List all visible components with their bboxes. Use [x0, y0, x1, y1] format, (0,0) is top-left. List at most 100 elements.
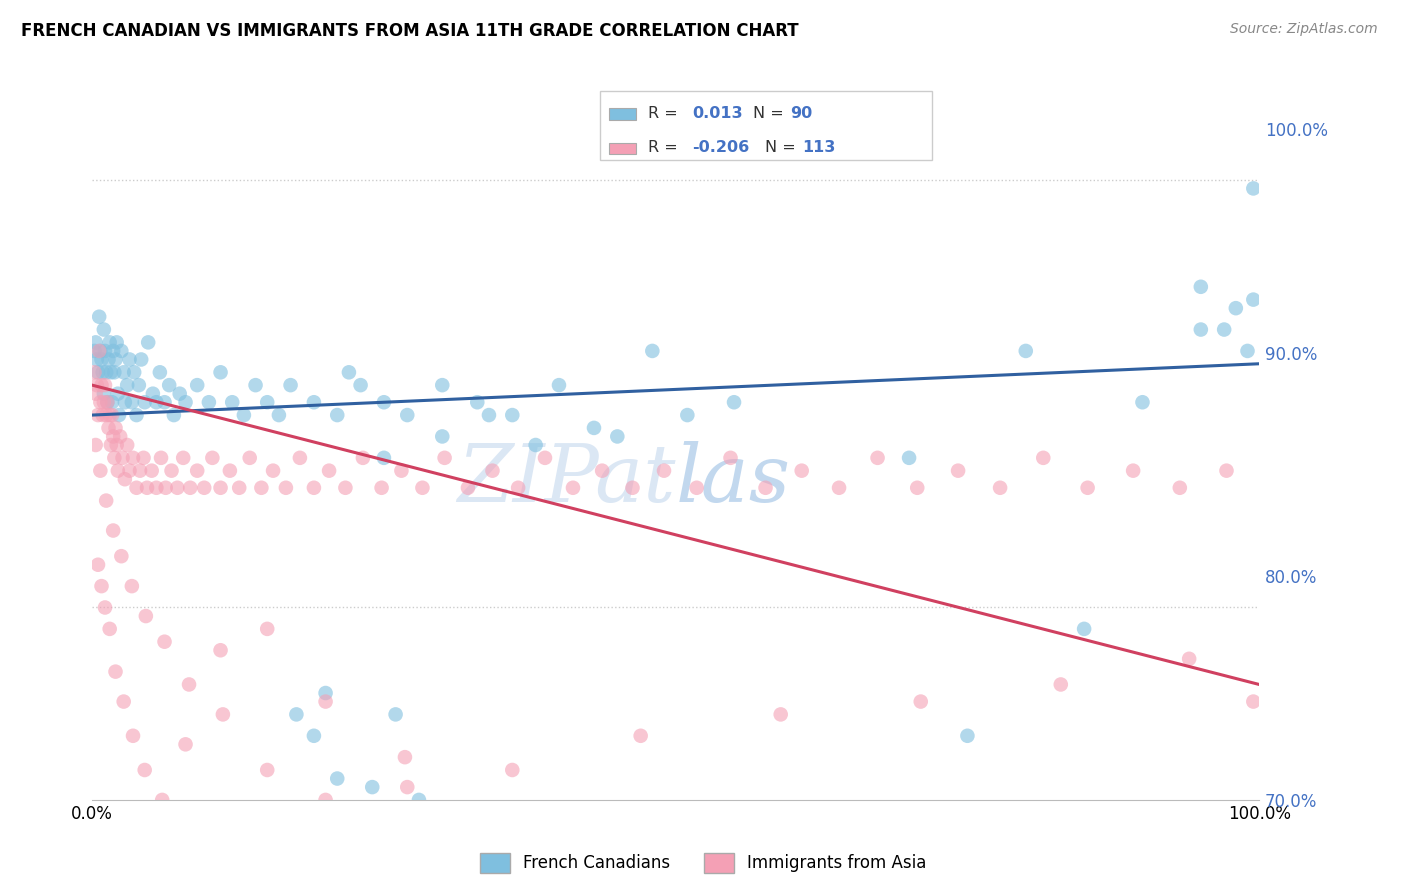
Point: [432, 429, 454, 443]
Point: [988, 481, 1011, 495]
Point: [93, 322, 115, 336]
Point: [361, 780, 384, 794]
Point: [97, 421, 120, 435]
Point: [104, 421, 127, 435]
Point: [373, 450, 395, 465]
Point: [221, 395, 243, 409]
Point: [145, 395, 167, 409]
Point: [723, 395, 745, 409]
Point: [621, 481, 644, 495]
Point: [87, 558, 110, 572]
Point: [465, 395, 488, 409]
Point: [114, 472, 136, 486]
Point: [157, 378, 180, 392]
Point: [232, 408, 254, 422]
Point: [1225, 301, 1247, 315]
Point: [641, 343, 664, 358]
Point: [103, 429, 125, 443]
Point: [866, 450, 889, 465]
Point: [96, 408, 118, 422]
Point: [828, 481, 851, 495]
Point: [142, 386, 165, 401]
Point: [107, 464, 129, 478]
Point: [1236, 343, 1258, 358]
Point: [132, 450, 155, 465]
Point: [1168, 481, 1191, 495]
Point: [89, 464, 111, 478]
Point: [98, 335, 121, 350]
Point: [481, 464, 503, 478]
Point: [239, 450, 262, 465]
Point: [84, 335, 107, 350]
Point: [94, 343, 117, 358]
Point: [84, 438, 107, 452]
Point: [98, 622, 121, 636]
Point: [105, 335, 128, 350]
Point: [905, 481, 928, 495]
Point: [946, 464, 969, 478]
Point: [96, 395, 118, 409]
Point: [98, 408, 121, 422]
Point: [104, 665, 127, 679]
Point: [534, 450, 557, 465]
Point: [274, 481, 297, 495]
Point: [125, 481, 148, 495]
Point: [720, 450, 742, 465]
Point: [155, 481, 177, 495]
Point: [160, 464, 183, 478]
Point: [110, 549, 132, 564]
Point: [149, 365, 172, 379]
Point: [288, 450, 311, 465]
Point: [136, 335, 159, 350]
Point: [1189, 322, 1212, 336]
Point: [89, 343, 111, 358]
Point: [1122, 464, 1144, 478]
Point: [101, 408, 124, 422]
Point: [122, 729, 145, 743]
Point: [956, 729, 979, 743]
Point: [121, 579, 143, 593]
Point: [326, 408, 349, 422]
Point: [111, 450, 134, 465]
Point: [501, 763, 523, 777]
Point: [256, 622, 278, 636]
Point: [562, 481, 585, 495]
Point: [177, 677, 200, 691]
Point: [582, 421, 605, 435]
Point: [94, 378, 117, 392]
Point: [163, 408, 186, 422]
Point: [97, 352, 120, 367]
Point: [408, 793, 430, 807]
Point: [122, 450, 145, 465]
Point: [103, 524, 125, 538]
Text: 0.013: 0.013: [693, 106, 744, 120]
Point: [478, 408, 501, 422]
Point: [384, 707, 406, 722]
Point: [501, 408, 523, 422]
Point: [267, 408, 290, 422]
Point: [135, 609, 157, 624]
Point: [103, 365, 125, 379]
Point: [1189, 280, 1212, 294]
Text: FRENCH CANADIAN VS IMMIGRANTS FROM ASIA 11TH GRADE CORRELATION CHART: FRENCH CANADIAN VS IMMIGRANTS FROM ASIA …: [21, 22, 799, 40]
Point: [174, 395, 197, 409]
FancyBboxPatch shape: [600, 91, 932, 161]
Point: [122, 365, 145, 379]
Point: [90, 352, 112, 367]
Point: [104, 352, 127, 367]
Point: [256, 763, 278, 777]
Point: [315, 695, 337, 709]
Point: [90, 378, 112, 392]
Point: [84, 386, 107, 401]
Point: [352, 450, 374, 465]
Point: [108, 408, 131, 422]
Point: [652, 464, 675, 478]
Point: [1077, 481, 1099, 495]
Point: [1049, 677, 1071, 691]
Point: [174, 737, 197, 751]
Point: [606, 429, 628, 443]
Point: [193, 481, 215, 495]
Point: [1178, 652, 1201, 666]
Point: [186, 378, 208, 392]
Point: [101, 395, 124, 409]
